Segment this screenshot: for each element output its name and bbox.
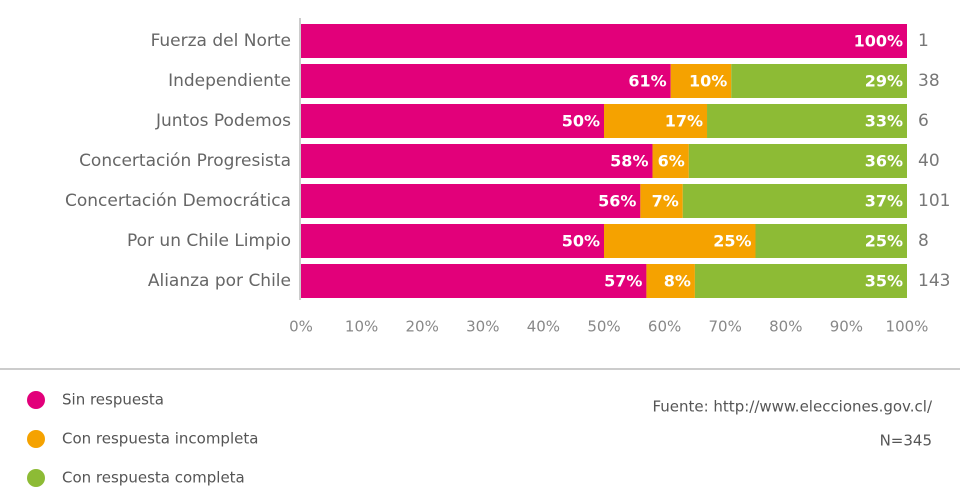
count-label: 101 [918, 191, 950, 211]
value-label: 56% [598, 192, 636, 211]
value-label: 36% [865, 152, 903, 171]
bar-segment [301, 104, 604, 138]
value-label: 8% [664, 272, 691, 291]
count-label: 1 [918, 31, 929, 51]
value-label: 6% [658, 152, 685, 171]
count-label: 40 [918, 151, 940, 171]
bar-segment [301, 24, 907, 58]
bar-segment [646, 264, 695, 298]
x-tick-label: 50% [587, 318, 620, 336]
category-label: Alianza por Chile [148, 271, 291, 291]
value-label: 29% [865, 72, 903, 91]
category-label: Independiente [168, 71, 291, 91]
count-label: 8 [918, 231, 929, 251]
value-label: 50% [562, 232, 600, 251]
category-label: Fuerza del Norte [151, 31, 291, 51]
x-tick-label: 60% [648, 318, 681, 336]
bar-segment [682, 184, 907, 218]
count-label: 6 [918, 111, 929, 131]
bar-segment [604, 224, 756, 258]
value-label: 35% [865, 272, 903, 291]
value-label: 50% [562, 112, 600, 131]
bar-segment [301, 264, 647, 298]
x-tick-label: 30% [466, 318, 499, 336]
value-label: 10% [689, 72, 727, 91]
bar-segment [694, 264, 907, 298]
x-tick-label: 0% [289, 318, 313, 336]
x-tick-label: 20% [406, 318, 439, 336]
bar-segment [652, 144, 689, 178]
value-label: 17% [665, 112, 703, 131]
bar-segment [755, 224, 907, 258]
category-label: Por un Chile Limpio [127, 231, 291, 251]
value-label: 33% [865, 112, 903, 131]
bar-segment [688, 144, 907, 178]
value-label: 61% [628, 72, 666, 91]
legend-label: Con respuesta completa [62, 469, 245, 487]
x-tick-label: 90% [830, 318, 863, 336]
legend-marker [27, 469, 45, 487]
sample-size: N=345 [880, 432, 932, 450]
x-tick-label: 100% [886, 318, 929, 336]
x-tick-label: 10% [345, 318, 378, 336]
legend-label: Con respuesta incompleta [62, 430, 258, 448]
value-label: 58% [610, 152, 648, 171]
legend-marker [27, 391, 45, 409]
count-label: 38 [918, 71, 940, 91]
bar-segment [301, 224, 604, 258]
category-label: Concertación Progresista [79, 151, 291, 171]
value-label: 37% [865, 192, 903, 211]
bar-segment [670, 64, 732, 98]
count-label: 143 [918, 271, 950, 291]
bar-segment [301, 144, 653, 178]
bar-segment [731, 64, 907, 98]
bar-segment [640, 184, 683, 218]
value-label: 25% [713, 232, 751, 251]
bar-segment [301, 184, 641, 218]
value-label: 7% [652, 192, 679, 211]
category-label: Concertación Democrática [65, 191, 291, 211]
bar-segment [707, 104, 907, 138]
bar-segment [301, 64, 671, 98]
legend-marker [27, 430, 45, 448]
value-label: 100% [854, 32, 903, 51]
bar-segment [604, 104, 708, 138]
source: Fuente: http://www.elecciones.gov.cl/ [652, 398, 933, 416]
category-label: Juntos Podemos [155, 111, 291, 131]
x-tick-label: 40% [527, 318, 560, 336]
x-tick-label: 80% [769, 318, 802, 336]
legend-label: Sin respuesta [62, 391, 164, 409]
value-label: 25% [865, 232, 903, 251]
x-tick-label: 70% [709, 318, 742, 336]
value-label: 57% [604, 272, 642, 291]
